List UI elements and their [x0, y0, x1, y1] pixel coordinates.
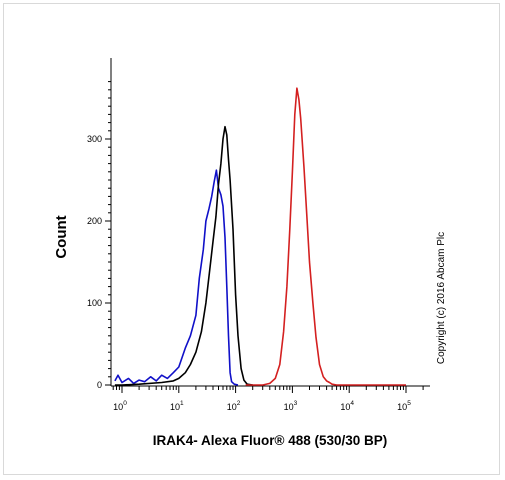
- x-tick-label: 104: [340, 400, 354, 412]
- series-layer: [114, 87, 406, 386]
- y-tick-label: 300: [87, 134, 102, 144]
- axes: 0 100 200 300 100 101 102 103 104 105: [87, 58, 430, 412]
- y-tick-label: 200: [87, 216, 102, 226]
- histogram-series-2: [114, 125, 253, 386]
- y-axis-label: Count: [53, 215, 70, 258]
- x-tick-label: 100: [113, 400, 127, 412]
- histogram-series-3: [245, 87, 406, 386]
- chart-frame: [3, 3, 500, 475]
- x-tick-label: 103: [284, 400, 298, 412]
- copyright-text: Copyright (c) 2016 Abcam Plc: [436, 232, 447, 364]
- y-tick-label: 100: [87, 298, 102, 308]
- x-axis-label: IRAK4- Alexa Fluor® 488 (530/30 BP): [153, 433, 388, 448]
- x-tick-label: 101: [170, 400, 184, 412]
- x-tick-label: 102: [227, 400, 241, 412]
- y-tick-label: 0: [97, 380, 102, 390]
- histogram-series-1: [114, 169, 239, 386]
- labels: Count IRAK4- Alexa Fluor® 488 (530/30 BP…: [53, 215, 447, 448]
- x-tick-label: 105: [397, 400, 411, 412]
